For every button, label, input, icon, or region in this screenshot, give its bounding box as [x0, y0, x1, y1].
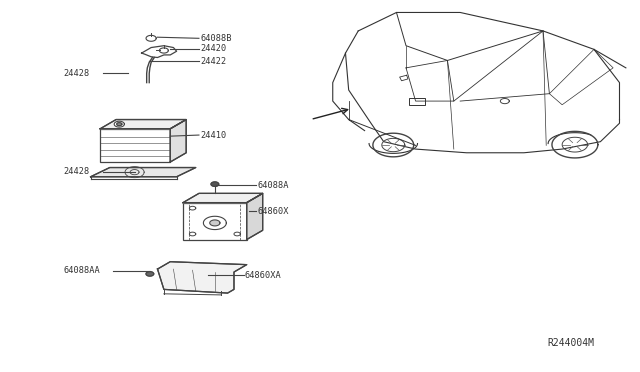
Text: 24410: 24410 [200, 131, 227, 140]
Text: 24422: 24422 [200, 57, 227, 66]
FancyBboxPatch shape [409, 98, 425, 105]
Text: 24428: 24428 [64, 167, 90, 176]
FancyBboxPatch shape [183, 203, 246, 240]
Polygon shape [183, 193, 262, 203]
Text: 64088AA: 64088AA [64, 266, 100, 275]
Polygon shape [170, 119, 186, 162]
Polygon shape [100, 119, 186, 129]
Polygon shape [246, 193, 262, 240]
Polygon shape [116, 123, 122, 126]
Polygon shape [210, 220, 220, 226]
Polygon shape [157, 262, 246, 293]
Polygon shape [211, 182, 219, 186]
Polygon shape [146, 272, 154, 276]
Text: 64860XA: 64860XA [245, 271, 282, 280]
Text: R244004M: R244004M [547, 339, 594, 349]
Polygon shape [91, 167, 196, 177]
Text: 64860X: 64860X [257, 206, 289, 216]
Text: 64088B: 64088B [200, 34, 232, 43]
Text: 64088A: 64088A [257, 181, 289, 190]
Text: 24420: 24420 [200, 44, 227, 53]
Polygon shape [114, 121, 124, 127]
Text: 24428: 24428 [64, 69, 90, 78]
FancyBboxPatch shape [100, 129, 170, 162]
